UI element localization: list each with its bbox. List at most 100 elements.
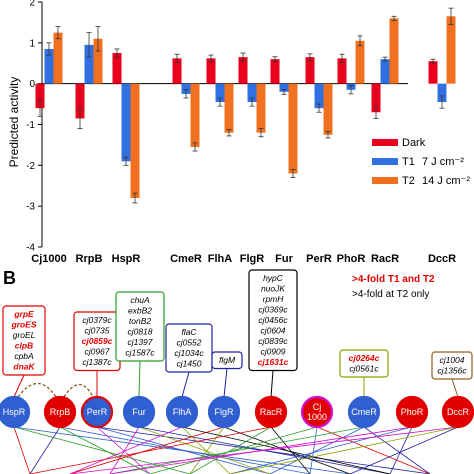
target-gene: dnaK xyxy=(13,362,35,372)
legend-label: T2 xyxy=(402,175,415,187)
bar-t2-flha xyxy=(224,83,234,133)
regulation-edge xyxy=(96,426,271,474)
bar-t1-hspr xyxy=(121,83,131,162)
target-gene: cj1356c xyxy=(437,366,467,376)
regulation-edge xyxy=(363,426,431,474)
regulation-edge xyxy=(223,426,351,474)
target-gene-box xyxy=(339,349,389,378)
legend-swatch xyxy=(372,177,398,184)
regulation-edge xyxy=(189,426,272,474)
bar-dark-rrpb xyxy=(75,83,85,119)
category-label: PerR xyxy=(306,253,332,265)
category-label: Fur xyxy=(275,253,293,265)
bar-t1-racr xyxy=(380,59,390,84)
bar-dark-perr xyxy=(305,57,315,84)
bar-t2-fur xyxy=(288,83,298,174)
node-label: Cj xyxy=(313,402,322,412)
node-label: HspR xyxy=(3,407,26,417)
bar-dark-phor xyxy=(337,58,347,84)
legend-label: Dark xyxy=(402,137,426,149)
regulation-edge xyxy=(69,426,225,474)
target-gene-box xyxy=(115,291,165,362)
network-legend-line1: >4-fold T1 and T2 xyxy=(352,274,435,285)
target-gene: clpB xyxy=(15,341,33,351)
node-label: FlhA xyxy=(173,407,192,417)
target-gene-box xyxy=(431,351,473,380)
target-gene: cj0604 xyxy=(260,326,285,336)
target-gene-box xyxy=(2,305,46,376)
target-gene: cj1397 xyxy=(127,337,152,347)
target-gene: cj1450 xyxy=(176,359,201,369)
feedback-arrow xyxy=(63,383,94,398)
bar-t1-flgr xyxy=(247,83,257,103)
target-gene: cj0818 xyxy=(127,327,152,337)
bar-t1-flha xyxy=(215,83,225,103)
legend-swatch xyxy=(372,139,398,146)
target-gene: cj0552 xyxy=(176,338,201,348)
y-tick-label: 1 xyxy=(29,38,35,49)
node-flgr xyxy=(207,395,241,429)
regulation-edge xyxy=(349,426,459,474)
target-gene: chuA xyxy=(130,295,150,305)
target-gene: nuoJK xyxy=(261,284,285,294)
bar-t2-perr xyxy=(323,83,333,135)
target-gene: groES xyxy=(10,320,36,330)
node-phor xyxy=(395,395,429,429)
bar-t2-cmer xyxy=(190,83,200,147)
category-label: DccR xyxy=(428,253,456,265)
node-perr xyxy=(80,395,114,429)
category-label: RacR xyxy=(371,253,399,265)
target-link xyxy=(138,360,141,398)
target-gene: cj0859c xyxy=(82,336,113,346)
node-label: RacR xyxy=(260,407,283,417)
target-gene: cj0264c xyxy=(349,353,380,363)
regulation-edge xyxy=(109,426,140,474)
regulation-edge xyxy=(309,426,318,474)
regulation-edge xyxy=(138,426,271,474)
regulation-edge xyxy=(229,426,413,474)
node-hspr xyxy=(0,395,31,429)
bar-t1-cj1000 xyxy=(44,48,54,84)
legend-label: T1 xyxy=(402,156,415,168)
node-label: CmeR xyxy=(351,407,377,417)
regulation-edge xyxy=(109,426,365,474)
node-dccr xyxy=(441,395,474,429)
category-label: RrpB xyxy=(76,253,103,265)
panel-b-label: B xyxy=(3,268,16,288)
node-fur xyxy=(122,395,156,429)
bar-dark-dccr xyxy=(428,61,438,84)
regulatory-network: grpEgroESgroELclpBcpbAdnaKcj0379ccj0735c… xyxy=(0,269,474,474)
target-gene: hypC xyxy=(263,273,284,283)
node-cmer xyxy=(347,395,381,429)
target-gene: cj0839c xyxy=(258,336,288,346)
bar-dark-cj1000 xyxy=(35,83,45,109)
target-gene: cj1034c xyxy=(174,348,204,358)
target-gene: tonB2 xyxy=(129,316,151,326)
bar-t2-racr xyxy=(389,18,399,84)
target-gene: cj0909 xyxy=(260,347,285,357)
target-gene: cj1387c xyxy=(82,357,112,367)
node-label: DccR xyxy=(447,407,469,417)
node-label: PerR xyxy=(87,407,108,417)
target-link xyxy=(223,368,228,398)
target-gene: cj0735 xyxy=(84,326,109,336)
node-rrpb xyxy=(43,395,77,429)
node-label: 1000 xyxy=(307,412,327,422)
node-label: FlgR xyxy=(214,407,234,417)
bar-t2-dccr xyxy=(446,16,456,84)
bar-dark-cmer xyxy=(172,58,182,84)
bar-t1-fur xyxy=(279,83,289,92)
bar-chart-panel: -4 -3 -2 -1 0 1 2 Cj1000 RrpB HspR CmeR FlhA FlgR Fur… xyxy=(26,0,470,265)
bar-t2-cj1000 xyxy=(53,32,63,84)
category-label: PhoR xyxy=(337,253,366,265)
regulation-edge xyxy=(149,426,318,474)
target-link xyxy=(270,370,274,398)
node-cj1000 xyxy=(300,395,334,429)
target-link xyxy=(451,378,459,398)
y-tick-label: -2 xyxy=(26,161,35,172)
regulation-edge xyxy=(316,426,431,474)
bar-t1-cmer xyxy=(181,83,191,94)
target-gene: cj0456c xyxy=(258,315,288,325)
y-tick-label: 0 xyxy=(29,79,35,90)
